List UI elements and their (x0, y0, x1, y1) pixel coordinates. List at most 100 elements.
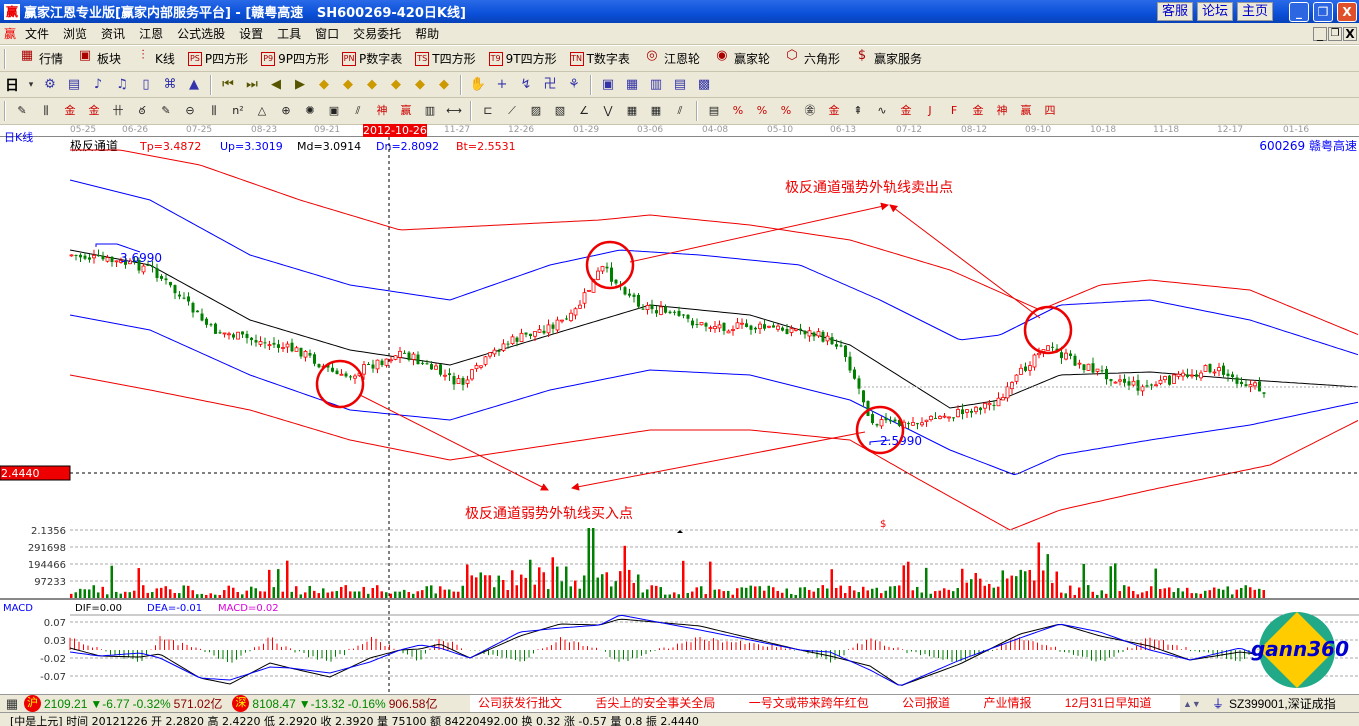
toolbar-item-kline[interactable]: ⫶ K线 (131, 49, 175, 68)
kline9-icon[interactable]: ♫ (116, 76, 128, 92)
zoom-out-icon[interactable]: ◆ (439, 76, 449, 92)
forum-link[interactable]: 论坛 (1197, 2, 1234, 21)
toolbar-item-ps[interactable]: PS P四方形 (185, 50, 248, 67)
toolbar-item-quote-grid[interactable]: ▦ 行情 (15, 49, 63, 68)
fib-icon[interactable]: 卄 (112, 104, 124, 117)
square-icon[interactable]: ▣ (328, 104, 340, 117)
hand-icon[interactable]: ✋ (469, 76, 487, 92)
zoom-in-icon[interactable]: ◆ (415, 76, 425, 92)
pen-icon[interactable]: ✎ (17, 104, 27, 117)
angle2-icon[interactable]: ∠ (579, 104, 589, 117)
menu-gann[interactable]: 江恩 (139, 27, 164, 41)
measure-icon[interactable]: ⟷ (446, 104, 462, 117)
first-icon[interactable]: ⏮ (222, 76, 234, 92)
toolbar-item-tn[interactable]: TN T数字表 (567, 50, 630, 67)
news-ticker[interactable]: 公司获发行批文 舌尖上的安全事关全局 一号文或带来跨年红包 公司报道 产业情报 … (470, 695, 1180, 712)
menu-formula[interactable]: 公式选股 (177, 27, 226, 41)
mdi-restore-button[interactable]: ❐ (1328, 26, 1342, 41)
indicator-icon[interactable]: ⚙ (44, 76, 56, 92)
target-icon[interactable]: ⊕ (281, 104, 291, 117)
notes-icon[interactable]: ▤ (67, 76, 81, 92)
gold-fan-icon[interactable]: 金 (972, 104, 984, 117)
rocket-icon[interactable]: ⇞ (853, 104, 863, 117)
menu-browse[interactable]: 浏览 (63, 27, 88, 41)
news-item[interactable]: 公司报道 (902, 696, 951, 710)
pattern-icon[interactable]: 卍 (543, 76, 557, 92)
toolbar-item-pn[interactable]: PN P数字表 (339, 50, 402, 67)
win-icon[interactable]: 赢 (400, 104, 412, 117)
wave-icon[interactable]: ∿ (877, 104, 887, 117)
parallel-icon[interactable]: ⫼ (43, 104, 49, 117)
chart-color-icon[interactable]: ▲ (189, 76, 199, 92)
box-icon[interactable]: ⊏ (483, 104, 493, 117)
four-fan-icon[interactable]: 四 (1044, 104, 1056, 117)
toolbar-item-ts[interactable]: TS T四方形 (412, 50, 476, 67)
brush-icon[interactable]: ✎ (161, 104, 171, 117)
menu-trade[interactable]: 交易委托 (353, 27, 402, 41)
lines-icon[interactable]: ⫼ (211, 104, 217, 117)
candle-type-icon[interactable]: ▯ (142, 76, 150, 92)
close-button[interactable]: X (1337, 2, 1357, 22)
circle-icon[interactable]: ⊖ (185, 104, 195, 117)
zoom-in-h-icon[interactable]: ◆ (367, 76, 377, 92)
menu-window[interactable]: 窗口 (315, 27, 340, 41)
gold2-icon[interactable]: 金 (88, 104, 100, 117)
news-item[interactable]: 产业情报 (983, 696, 1032, 710)
toolbar-item-gann-wheel[interactable]: ◎ 江恩轮 (640, 49, 700, 68)
news-item[interactable]: 12月31日早知道 (1064, 696, 1152, 710)
parallel2-icon[interactable]: ⫽ (677, 104, 683, 117)
web-icon[interactable]: ✺ (305, 104, 315, 117)
maximize-button[interactable]: ❐ (1313, 2, 1333, 22)
draw-icon[interactable]: ↯ (520, 76, 532, 92)
gold-circle-icon[interactable]: ㊎ (804, 104, 816, 117)
minimize-button[interactable]: _ (1289, 2, 1309, 22)
gann-fan-icon[interactable]: ▧ (554, 104, 566, 117)
toolbar-item-dollar[interactable]: $ 赢家服务 (850, 49, 922, 68)
god-fan-icon[interactable]: 神 (996, 104, 1008, 117)
mdi-minimize-button[interactable]: _ (1313, 26, 1327, 41)
comb-icon[interactable]: ▥ (424, 104, 436, 117)
win-fan-icon[interactable]: 赢 (1020, 104, 1032, 117)
news-item[interactable]: 舌尖上的安全事关全局 (595, 696, 716, 710)
calculator-icon[interactable]: ▦ (625, 76, 639, 92)
report-icon[interactable]: ▥ (649, 76, 663, 92)
toolbar-item-t9[interactable]: T9 9T四方形 (486, 50, 557, 67)
toolbar-item-sector[interactable]: ▣ 板块 (73, 49, 121, 68)
triangle-icon[interactable]: △ (257, 104, 267, 117)
god-icon[interactable]: 神 (376, 104, 388, 117)
grid-icon[interactable]: ▦ (626, 104, 638, 117)
ladder-icon[interactable]: ▤ (708, 104, 720, 117)
network-icon[interactable]: ▩ (697, 76, 711, 92)
j-fan-icon[interactable]: J (928, 104, 932, 117)
menu-file[interactable]: 文件 (25, 27, 50, 41)
last-icon[interactable]: ⏭ (246, 76, 258, 92)
move-left-icon[interactable]: ◆ (319, 76, 329, 92)
gold-bar-icon[interactable]: 金 (900, 104, 912, 117)
move-right-icon[interactable]: ◆ (343, 76, 353, 92)
percent-icon[interactable]: % (756, 104, 768, 117)
gold-icon[interactable]: 金 (64, 104, 76, 117)
crosshair-icon[interactable]: + (496, 76, 508, 92)
left-icon[interactable]: ◀ (271, 76, 281, 92)
homepage-link[interactable]: 主页 (1237, 2, 1274, 21)
news-item[interactable]: 公司获发行批文 (478, 696, 563, 710)
n2-icon[interactable]: n² (232, 104, 244, 117)
right-icon[interactable]: ▶ (295, 76, 305, 92)
period-select[interactable]: 日 (5, 77, 19, 94)
gold-line-icon[interactable]: 金 (828, 104, 840, 117)
zoom-out-h-icon[interactable]: ◆ (391, 76, 401, 92)
menu-info[interactable]: 资讯 (101, 27, 126, 41)
scroll-arrows-icon[interactable]: ▲▼ (1183, 698, 1201, 709)
gann-box-icon[interactable]: ▨ (530, 104, 542, 117)
select-icon[interactable]: ⚘ (568, 76, 580, 92)
kline3-icon[interactable]: ♪ (93, 76, 103, 92)
customer-service-link[interactable]: 客服 (1157, 2, 1194, 21)
angle-icon[interactable]: ⫽ (355, 104, 361, 117)
fan-icon[interactable]: ⟋ (508, 104, 516, 117)
toolbar-item-hexagon[interactable]: ⬡ 六角形 (780, 49, 840, 68)
menu-help[interactable]: 帮助 (415, 27, 440, 41)
news-item[interactable]: 一号文或带来跨年红包 (748, 696, 869, 710)
toolbar-item-p9[interactable]: P9 9P四方形 (258, 50, 329, 67)
toolbar-item-winner-wheel[interactable]: ◉ 赢家轮 (710, 49, 770, 68)
